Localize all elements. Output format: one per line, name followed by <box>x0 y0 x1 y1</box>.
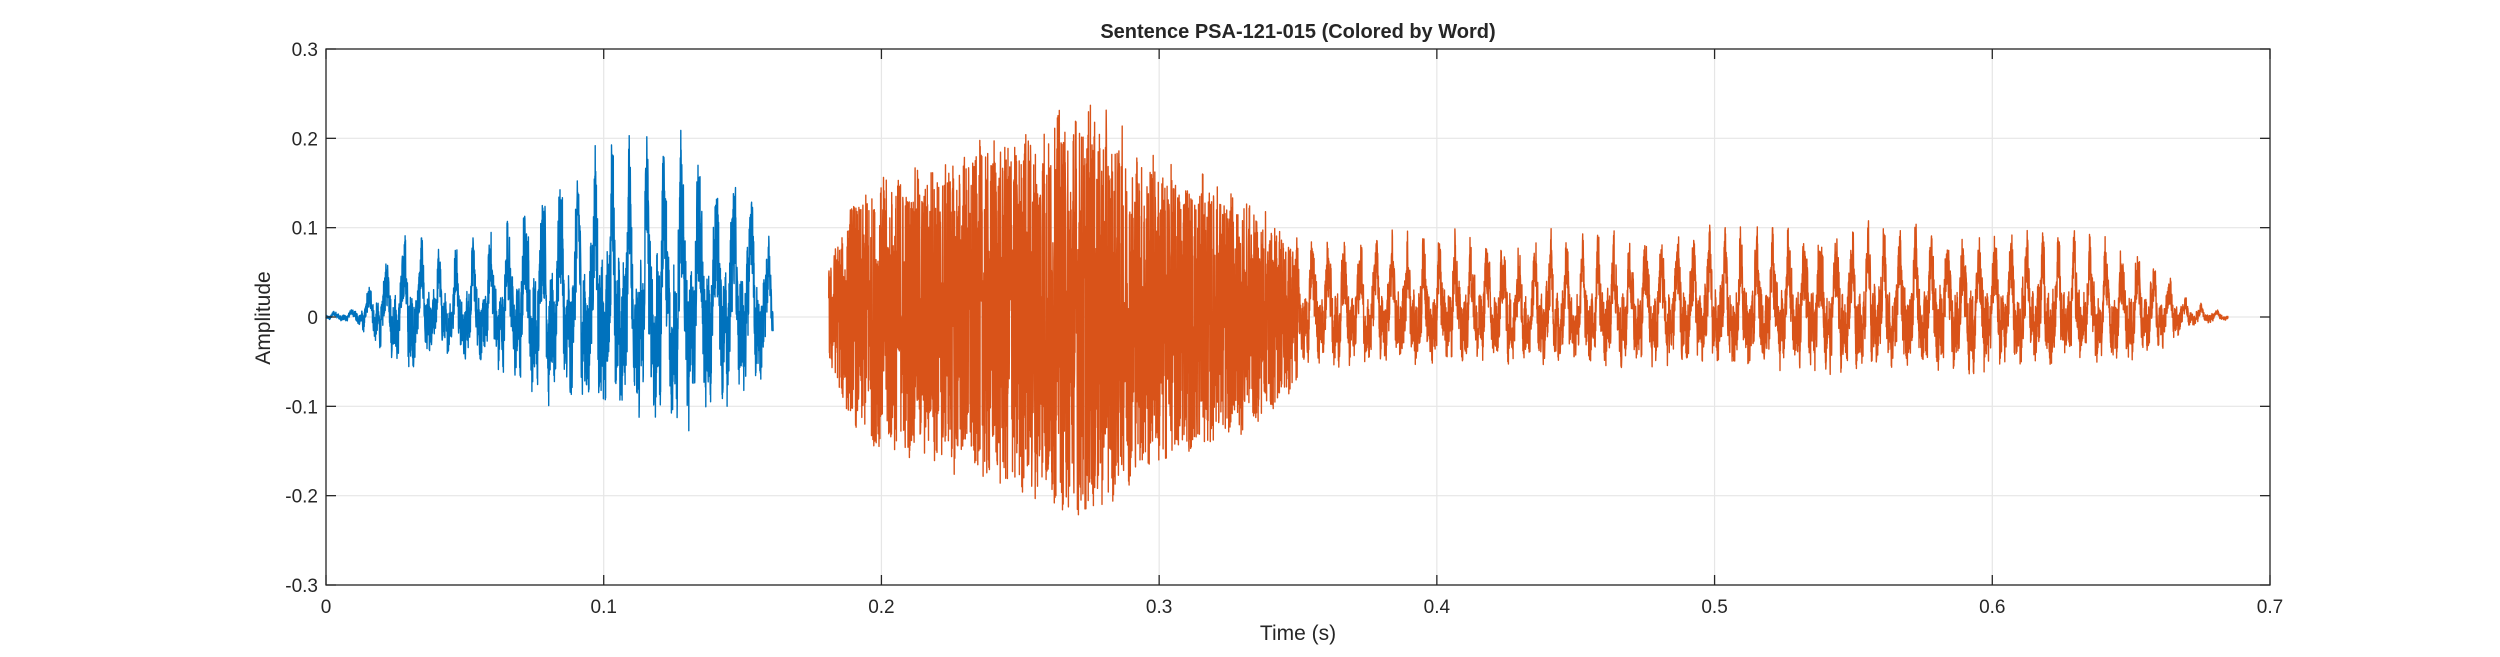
x-tick-label: 0 <box>321 597 332 618</box>
y-tick-label: -0.2 <box>285 487 318 508</box>
y-tick-label: 0.2 <box>292 129 318 150</box>
y-axis-label: Amplitude <box>252 271 275 364</box>
chart-title: Sentence PSA-121-015 (Colored by Word) <box>1100 21 1495 43</box>
plot-area <box>325 104 2229 516</box>
x-tick-label: 0.4 <box>1424 597 1451 618</box>
x-tick-label: 0.6 <box>1979 597 2005 618</box>
x-axis-label: Time (s) <box>1260 622 1336 645</box>
x-axis-ticks: 0 0.1 0.2 0.3 0.4 0.5 0.6 0.7 <box>321 49 2283 618</box>
x-tick-label: 0.5 <box>1701 597 1727 618</box>
y-tick-label: 0.1 <box>292 219 318 240</box>
x-tick-label: 0.3 <box>1146 597 1172 618</box>
y-tick-label: -0.3 <box>285 576 318 597</box>
waveform-series-line <box>828 104 2229 516</box>
y-axis-ticks: -0.3 -0.2 -0.1 0 0.1 0.2 0.3 <box>285 40 2270 597</box>
x-tick-label: 0.7 <box>2257 597 2283 618</box>
x-tick-label: 0.1 <box>591 597 617 618</box>
waveform-series-line <box>325 129 774 432</box>
y-tick-label: 0 <box>307 308 318 329</box>
y-tick-label: -0.1 <box>285 397 318 418</box>
x-tick-label: 0.2 <box>868 597 894 618</box>
y-tick-label: 0.3 <box>292 40 318 61</box>
